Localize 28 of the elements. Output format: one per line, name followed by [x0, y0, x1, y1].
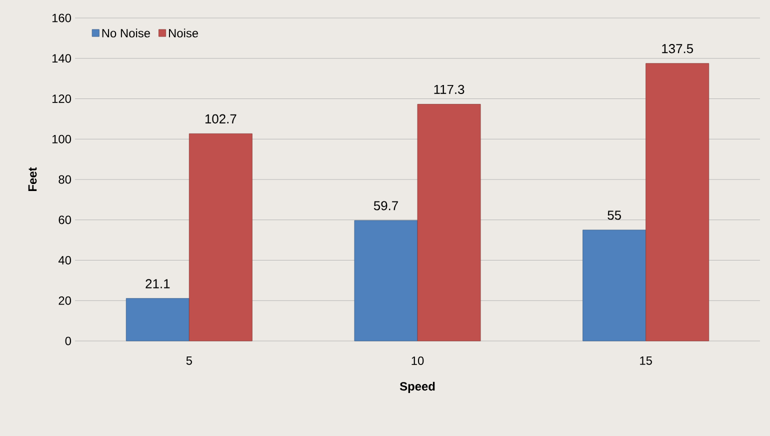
x-tick-label: 5 [186, 356, 192, 365]
y-tick-label: 100 [52, 134, 72, 144]
y-tick-label: 60 [58, 216, 72, 224]
y-tick-label: 20 [58, 296, 72, 305]
y-tick-label: 120 [52, 94, 72, 103]
x-axis-title: Speed [400, 382, 435, 393]
y-axis-title: Feet [28, 167, 37, 191]
y-tick-label: 0 [65, 336, 72, 346]
data-label: 59.7 [374, 201, 398, 210]
y-tick-label: 160 [52, 14, 72, 22]
data-label: 137.5 [662, 44, 694, 54]
bar [188, 133, 252, 342]
data-label: 55 [608, 210, 621, 220]
legend-label: No Noise [102, 28, 150, 38]
bar [354, 220, 418, 342]
data-label: 21.1 [146, 279, 170, 288]
x-tick-label: 10 [412, 356, 424, 365]
data-label: 102.7 [205, 114, 236, 124]
bar [582, 230, 646, 342]
x-tick-label: 15 [640, 356, 652, 365]
y-tick-label: 40 [58, 256, 72, 264]
data-label: 117.3 [434, 84, 464, 94]
bar [126, 298, 190, 342]
bar [417, 104, 481, 342]
y-tick-label: 80 [58, 175, 72, 184]
y-tick-label: 140 [52, 54, 72, 63]
legend-label: Noise [169, 28, 198, 38]
bar [646, 63, 710, 342]
